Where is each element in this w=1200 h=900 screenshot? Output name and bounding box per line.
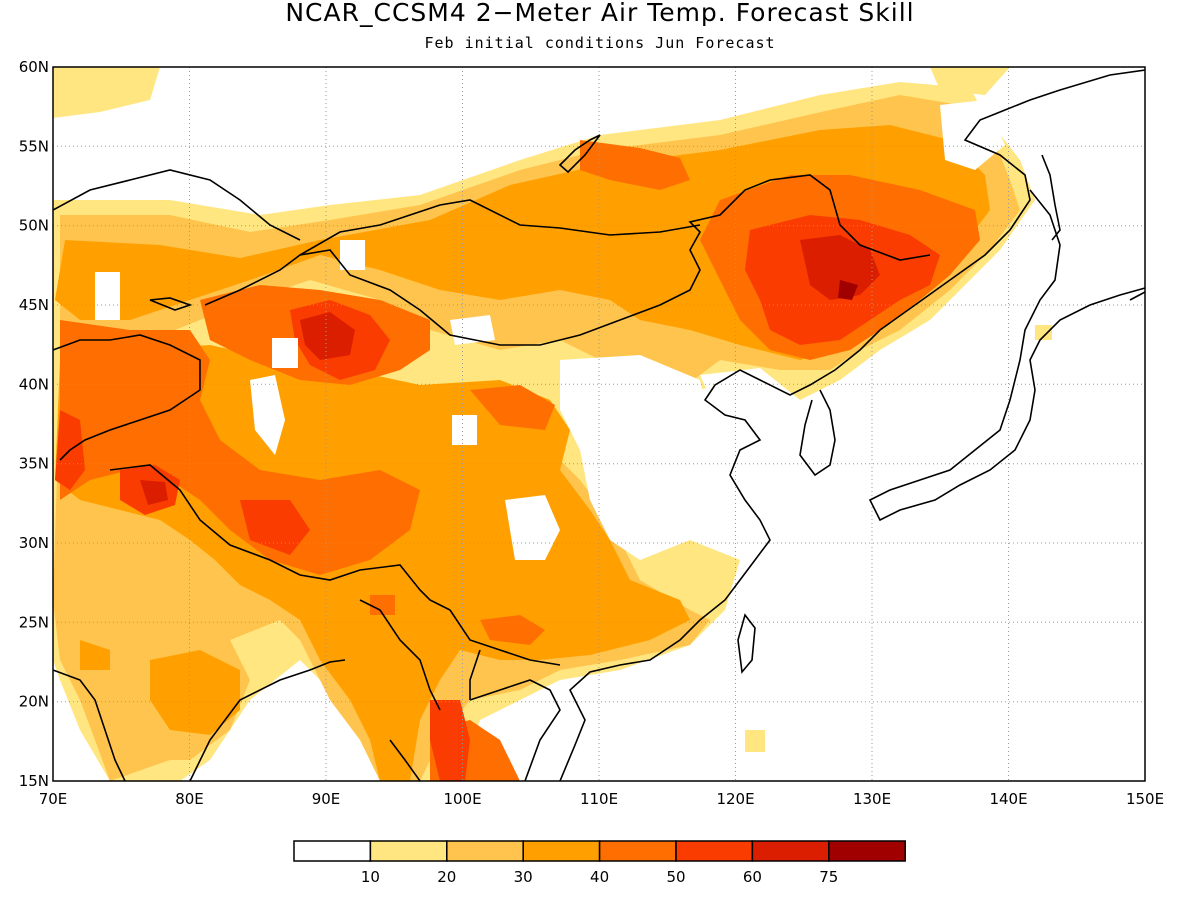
coastline-east-asia [559,69,1145,781]
coastline-kamchatka [1129,291,1145,301]
lon-tick-label: 70E [39,790,68,808]
colorbar: 10 20 30 40 50 60 75 [293,840,906,886]
axis-ticks: 70E 80E 90E 100E 110E 120E 130E 140E 150E 15N 20N 2… [19,58,1164,808]
colorbar-swatch [369,840,448,862]
border-china-north [204,174,931,346]
coastline-japan [868,189,1145,522]
coastlines-borders [53,69,1145,781]
skill-level-75-plus [838,280,858,300]
border-russia-mongolia [299,199,701,256]
lat-tick-label: 25N [19,613,49,631]
colorbar-swatch [446,840,524,862]
colorbar-label: 10 [361,868,380,886]
map-grid [53,67,1145,781]
coastline-indochina [389,679,561,781]
lat-tick-label: 50N [19,217,49,235]
lake-baikal [558,134,601,174]
lat-tick-label: 20N [19,693,49,711]
colorbar-label: 75 [819,868,838,886]
map-frame [52,66,1146,782]
lake-balkhash [149,297,193,311]
lon-tick-label: 130E [853,790,891,808]
lon-tick-label: 140E [989,790,1027,808]
colorbar-swatch [293,840,372,862]
coastline-sakhalin [1041,154,1061,241]
lat-tick-label: 60N [19,58,49,76]
colorbar-label: 30 [514,868,533,886]
coastline-taiwan [737,613,756,674]
border-himalaya [109,464,451,611]
map-subtitle: Feb initial conditions Jun Forecast [424,34,776,52]
colorbar-label: 20 [437,868,456,886]
coastline-india [53,659,346,781]
lat-tick-label: 15N [19,772,49,790]
colorbar-label: 40 [590,868,609,886]
map-title: NCAR_CCSM4 2−Meter Air Temp. Forecast Sk… [285,0,915,27]
colorbar-label: 60 [743,868,762,886]
masked-cells [95,100,1005,560]
colorbar-swatch [751,840,830,862]
lon-tick-label: 120E [716,790,754,808]
border-southeast [449,609,561,700]
lon-tick-label: 90E [312,790,341,808]
lat-tick-label: 40N [19,375,49,393]
colorbar-swatch [675,840,754,862]
colorbar-swatch [598,840,677,862]
lat-tick-label: 30N [19,534,49,552]
border-central-asia [53,334,201,461]
border-kazakhstan [53,169,301,241]
lon-tick-label: 110E [580,790,618,808]
colorbar-swatch [522,840,601,862]
skill-level-60-75 [140,235,880,505]
colorbar-label: 50 [666,868,685,886]
colorbar-swatch [828,840,906,862]
lon-tick-label: 100E [443,790,481,808]
lat-tick-label: 45N [19,296,49,314]
border-myanmar [359,599,441,711]
coastline-korea [799,389,836,477]
lon-tick-label: 150E [1126,790,1164,808]
lat-tick-label: 55N [19,137,49,155]
lat-tick-label: 35N [19,455,49,473]
lon-tick-label: 80E [175,790,204,808]
